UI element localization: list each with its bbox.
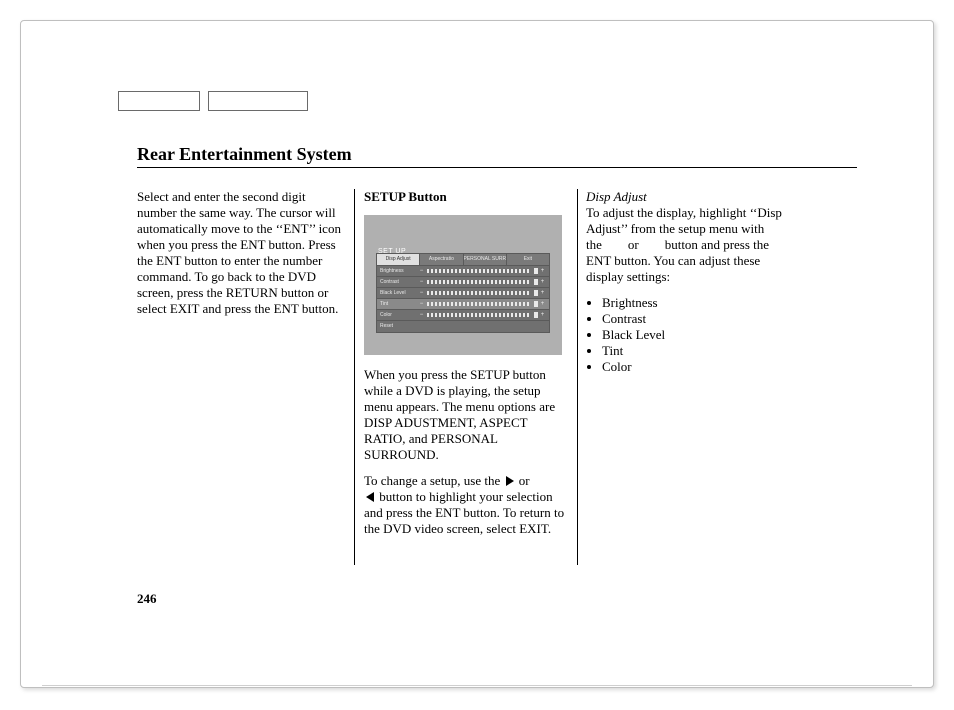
setup-figure: SET UP Disp AdjustAspectratioPERSONAL SU… [364, 215, 562, 355]
column-divider-1 [354, 189, 355, 565]
title-rule [137, 167, 857, 168]
bottom-rule [42, 685, 912, 686]
col2-paragraph-1: When you press the SETUP button while a … [364, 367, 569, 463]
page-title: Rear Entertainment System [137, 143, 857, 165]
plus-icon: + [539, 307, 546, 323]
col2-para2-a: To change a setup, use the [364, 473, 504, 488]
left-triangle-icon [366, 492, 374, 502]
setup-row-label: Reset [380, 318, 418, 334]
slider-bar [427, 280, 531, 284]
disp-adjust-heading: Disp Adjust [586, 189, 791, 205]
setup-row: Reset [377, 321, 549, 331]
right-triangle-icon [506, 476, 514, 486]
slider-marker [534, 268, 538, 274]
slider-bar [427, 302, 531, 306]
slider-marker [534, 301, 538, 307]
list-item: Color [602, 359, 791, 375]
setup-tab: Aspectratio [420, 254, 463, 265]
col2-para2-or: or [516, 473, 530, 488]
slider-bar [427, 313, 531, 317]
column-divider-2 [577, 189, 578, 565]
minus-icon: − [418, 307, 425, 323]
page: Rear Entertainment System Select and ent… [0, 0, 954, 710]
col2-paragraph-2: To change a setup, use the or button to … [364, 473, 569, 537]
disp-adjust-heading-text: Disp Adjust [586, 189, 647, 204]
title-row: Rear Entertainment System [137, 143, 857, 168]
list-item: Brightness [602, 295, 791, 311]
setup-button-heading: SETUP Button [364, 189, 569, 205]
slider-bar [427, 291, 531, 295]
list-item: Tint [602, 343, 791, 359]
slider-marker [534, 312, 538, 318]
header-box-left [118, 91, 200, 111]
page-number: 246 [137, 591, 157, 607]
list-item: Black Level [602, 327, 791, 343]
slider-bar [427, 269, 531, 273]
col2-para2-b: button to highlight your selection and p… [364, 489, 564, 536]
display-settings-list: BrightnessContrastBlack LevelTintColor [586, 295, 791, 375]
header-box-right [208, 91, 308, 111]
col3-paragraph-1: To adjust the display, highlight ‘‘Disp … [586, 205, 791, 285]
col1-paragraph: Select and enter the second digit number… [137, 189, 342, 317]
setup-tab: PERSONAL SURROUND [464, 254, 507, 265]
slider-marker [534, 279, 538, 285]
column-1: Select and enter the second digit number… [137, 189, 342, 327]
list-item: Contrast [602, 311, 791, 327]
setup-figure-inner: Disp AdjustAspectratioPERSONAL SURROUNDE… [376, 253, 550, 333]
page-border: Rear Entertainment System Select and ent… [20, 20, 934, 688]
slider-marker [534, 290, 538, 296]
setup-rows: Brightness−+Contrast−+Black Level−+Tint−… [377, 266, 549, 331]
column-2: SETUP Button SET UP Disp AdjustAspectrat… [364, 189, 569, 547]
column-3: Disp Adjust To adjust the display, highl… [586, 189, 791, 375]
